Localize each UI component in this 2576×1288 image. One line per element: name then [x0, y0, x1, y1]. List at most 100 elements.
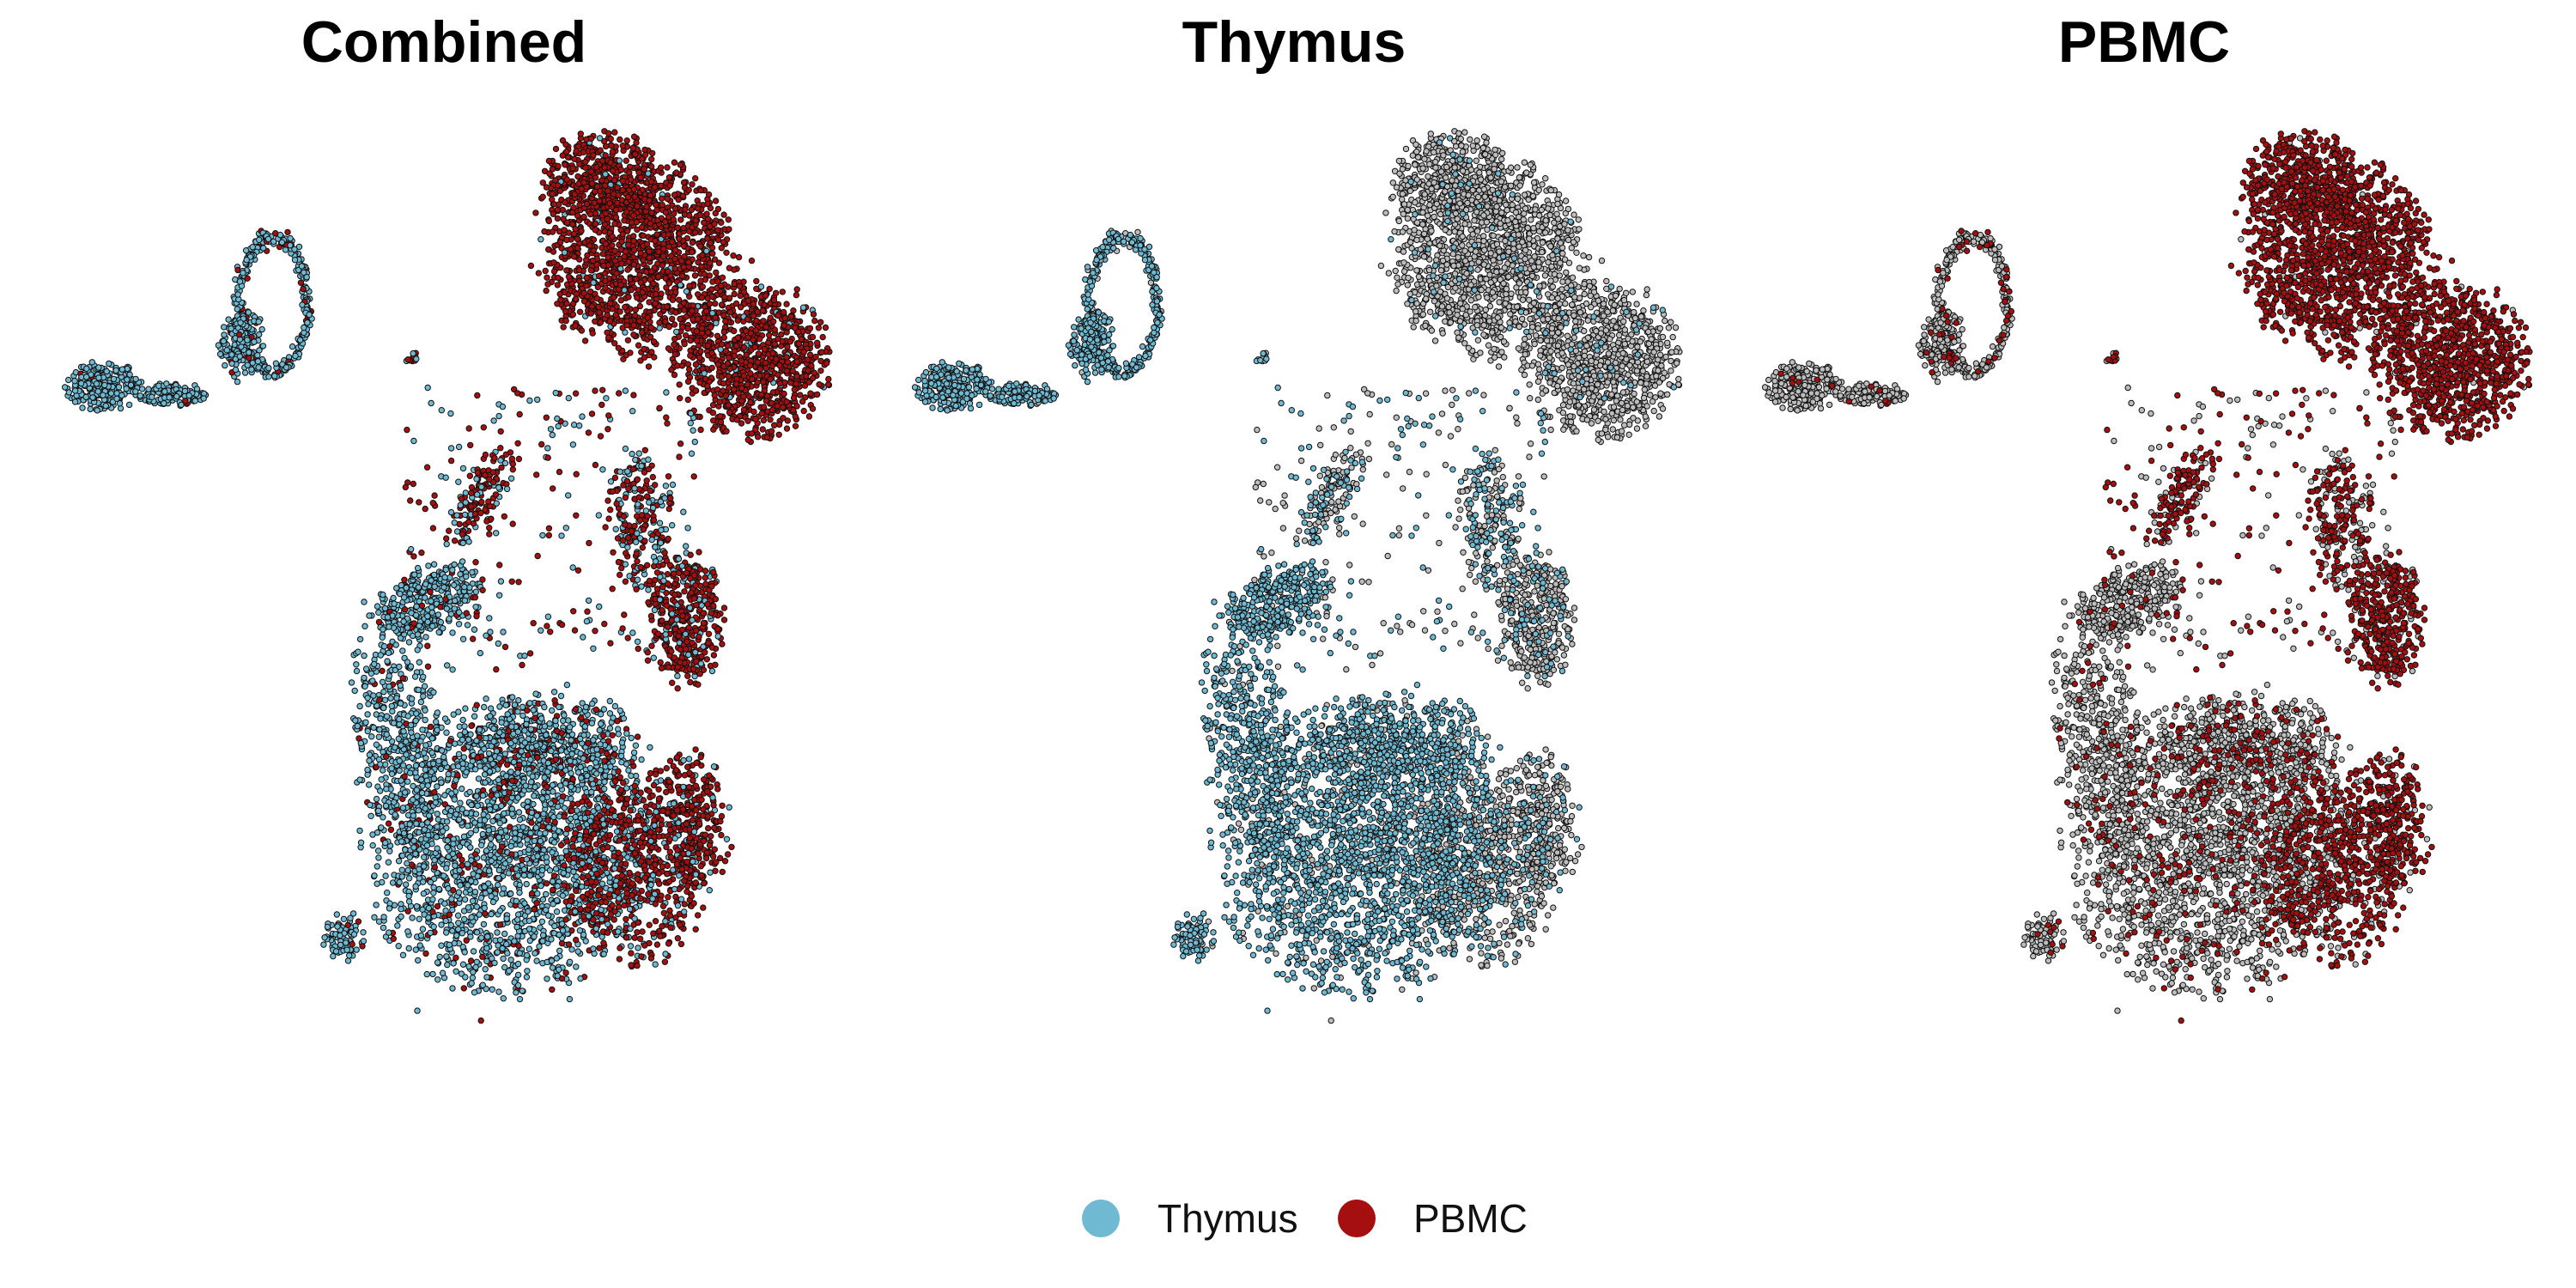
cell-point [422, 766, 429, 773]
cell-point [526, 700, 533, 707]
cell-point [357, 839, 365, 846]
cell-point [453, 932, 460, 939]
cell-point [562, 780, 569, 787]
cell-point [677, 659, 683, 666]
cell-point [525, 908, 532, 915]
cell-point [472, 588, 479, 595]
cell-point [413, 603, 420, 610]
cell-point [550, 886, 556, 894]
cell-point [523, 856, 531, 863]
cell-point [472, 604, 479, 611]
cell-point [660, 577, 667, 584]
cell-point [627, 807, 634, 814]
cell-point [473, 476, 480, 483]
cell-point [356, 776, 363, 783]
cell-point [574, 948, 581, 955]
cell-point [696, 820, 703, 827]
cell-point [468, 980, 475, 987]
cell-point [598, 880, 606, 887]
cell-point [617, 813, 624, 820]
cell-point [431, 583, 438, 590]
cell-point [404, 713, 411, 720]
cell-point [443, 865, 450, 872]
cell-point [631, 522, 638, 530]
cell-point [364, 711, 371, 718]
cell-point [473, 702, 480, 708]
cell-point [522, 782, 529, 789]
cell-point [394, 922, 401, 929]
cell-point [397, 682, 404, 690]
cell-point [548, 747, 555, 755]
cell-point [497, 445, 504, 452]
cell-point [434, 726, 440, 733]
cell-point [646, 809, 653, 816]
cell-point [645, 465, 653, 473]
cell-point [462, 499, 469, 506]
cell-point [649, 504, 657, 512]
cell-point [421, 683, 428, 690]
cell-point [507, 957, 514, 963]
cell-point [668, 647, 675, 655]
cell-point [662, 951, 669, 957]
cell-point [653, 808, 659, 816]
cell-point [414, 647, 421, 653]
cell-point [457, 571, 464, 578]
cell-point [632, 742, 640, 749]
cell-point [573, 873, 580, 880]
cell-point [509, 466, 516, 473]
cell-point [508, 455, 515, 462]
cell-point [683, 872, 690, 880]
cell-point [556, 813, 562, 820]
cell-point [471, 510, 479, 518]
cell-point [412, 762, 420, 769]
cell-point [638, 756, 645, 763]
cell-point [683, 820, 690, 828]
cell-point [683, 582, 690, 589]
cell-point [593, 770, 600, 777]
cell-point [429, 623, 436, 629]
cell-point [389, 708, 396, 715]
cell-point [499, 890, 506, 897]
cell-point [468, 801, 475, 809]
cell-point [362, 719, 369, 726]
cell-point [689, 817, 696, 823]
cell-point [376, 696, 383, 703]
cell-point [663, 843, 670, 851]
cell-point [546, 720, 553, 727]
cell-point [529, 773, 536, 780]
cell-point [485, 498, 492, 505]
cell-point [589, 700, 596, 708]
cell-point [649, 872, 657, 879]
cell-point [592, 823, 598, 829]
cell-point [672, 767, 680, 774]
cell-point [606, 697, 613, 705]
cell-point [495, 875, 502, 882]
cell-point [451, 538, 459, 544]
cell-point [459, 961, 467, 968]
cell-point [487, 835, 495, 842]
cell-point [491, 959, 498, 967]
cell-point [392, 641, 399, 648]
cell-point [496, 921, 504, 928]
cell-point [495, 988, 502, 995]
cell-point [416, 942, 423, 949]
cell-point [617, 945, 623, 951]
cell-point [408, 696, 416, 702]
cell-point [504, 711, 511, 718]
cell-point [489, 817, 496, 824]
cell-point [485, 750, 493, 757]
cell-point [454, 912, 462, 919]
cell-point [548, 957, 556, 964]
cell-point [605, 738, 612, 744]
cell-point [708, 583, 715, 590]
cell-point [573, 887, 580, 895]
cell-point [455, 708, 462, 715]
cell-point [602, 898, 610, 906]
cell-point [445, 884, 452, 892]
cell-point [551, 818, 558, 826]
cell-point [399, 805, 407, 811]
cell-point [653, 569, 661, 576]
cell-point [414, 793, 421, 800]
cell-point [380, 591, 386, 598]
cell-point [449, 985, 456, 992]
